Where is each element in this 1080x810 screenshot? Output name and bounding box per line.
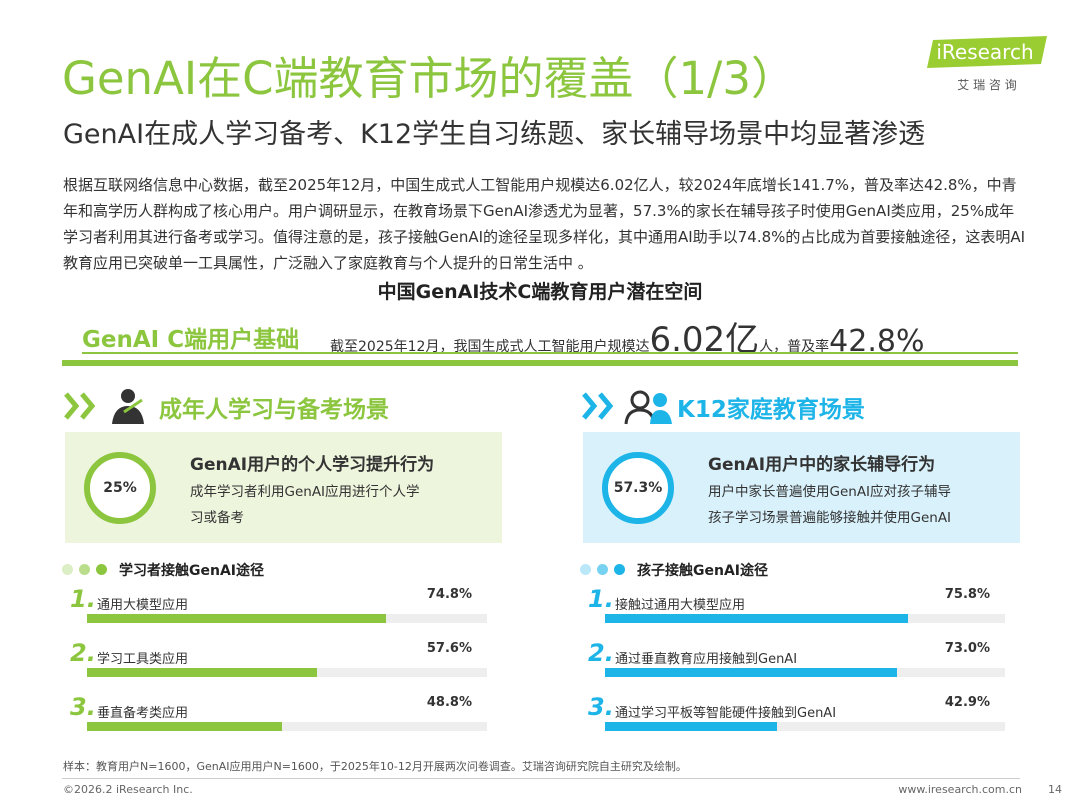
item-value: 57.6% [426, 641, 472, 656]
intro: 根据互联网络信息中心数据，截至2025年12月，中国生成式人工智能用户规模达6.… [63, 176, 1026, 272]
card-text: 用户中家长普遍使用GenAI应对孩子辅导 [708, 484, 952, 500]
logo-text: iResearch [936, 40, 1033, 64]
base-label: GenAI C端用户基础 [82, 327, 300, 353]
rank: 2. [588, 639, 614, 667]
bar [605, 614, 909, 623]
list-title: 学习者接触GenAI途径 [119, 563, 264, 579]
rank: 1. [588, 585, 614, 613]
panel-title: 成年人学习与备考场景 [159, 397, 389, 423]
rank: 3. [70, 693, 96, 721]
rank: 1. [70, 585, 96, 613]
card-text: 习或备考 [190, 510, 244, 526]
ring-label: 57.3% [613, 480, 663, 496]
footer-note: 样本：教育用户N=1600，GenAI应用用户N=1600，于2025年10-1… [63, 760, 687, 773]
copyright: ©2026.2 iResearch Inc. [63, 783, 193, 796]
title: GenAI在C端教育市场的覆盖（1/3） [62, 52, 796, 105]
track [605, 722, 1005, 731]
rank: 3. [588, 693, 614, 721]
rank: 2. [70, 639, 96, 667]
dot [79, 564, 90, 575]
bar [87, 722, 283, 731]
panel-title: K12家庭教育场景 [677, 397, 865, 423]
base-users: 6.02亿 [649, 320, 760, 360]
card-title: GenAI用户的个人学习提升行为 [190, 455, 435, 475]
item-value: 75.8% [944, 587, 990, 602]
item-label: 接触过通用大模型应用 [615, 598, 746, 613]
bar [87, 614, 387, 623]
logo: iResearch 艾 瑞 咨 询 [927, 36, 1047, 92]
url: www.iresearch.com.cn [898, 783, 1022, 796]
item-value: 74.8% [426, 587, 472, 602]
bar [605, 668, 897, 677]
list-title: 孩子接触GenAI途径 [637, 563, 768, 579]
item-label: 垂直备考类应用 [97, 706, 189, 721]
footer-line [62, 778, 1020, 779]
item-value: 73.0% [944, 641, 990, 656]
panel: 成年人学习与备考场景 25% GenAI用户的个人学习提升行为成年学习者利用GenA… [62, 380, 507, 731]
panel: K12家庭教育场景 57.3% GenAI用户中的家长辅导行为用户中家长普遍使用Ge… [580, 380, 1025, 731]
bar [605, 722, 777, 731]
dot [614, 564, 625, 575]
card-title: GenAI用户中的家长辅导行为 [708, 455, 936, 475]
bar [87, 668, 318, 677]
item-label: 通过学习平板等智能硬件接触到GenAI [615, 706, 837, 721]
card-text: 成年学习者利用GenAI应用进行个人学 [190, 484, 420, 500]
item-label: 学习工具类应用 [97, 652, 189, 667]
card: 25% GenAI用户的个人学习提升行为成年学习者利用GenAI应用进行个人学 习或… [65, 432, 502, 543]
ring [84, 452, 156, 524]
item-value: 48.8% [426, 695, 472, 710]
card-text: 孩子学习场景普遍能够接触并使用GenAI [708, 510, 952, 526]
page-number: 14 [1048, 783, 1062, 796]
divider [82, 352, 1018, 354]
logo-cn: 艾 瑞 咨 询 [957, 77, 1016, 92]
ring [602, 452, 674, 524]
dot [580, 564, 591, 575]
divider-band [62, 360, 1018, 366]
dot [96, 564, 107, 575]
card: 57.3% GenAI用户中的家长辅导行为用户中家长普遍使用GenAI应对孩子辅导… [583, 432, 1020, 543]
header-icon [582, 390, 672, 425]
dot [62, 564, 73, 575]
item-label: 通用大模型应用 [97, 598, 189, 613]
header-icon [64, 389, 144, 424]
subtitle: GenAI在成人学习备考、K12学生自习练题、家长辅导场景中均显著渗透 [63, 119, 926, 150]
section-title: 中国GenAI技术C端教育用户潜在空间 [377, 281, 703, 303]
base-middle: 人，普及率 [759, 339, 830, 355]
dot [597, 564, 608, 575]
track [87, 722, 487, 731]
base-prefix: 截至2025年12月，我国生成式人工智能用户规模达 [330, 339, 650, 355]
ring-label: 25% [103, 480, 137, 496]
item-label: 通过垂直教育应用接触到GenAI [615, 652, 798, 667]
item-value: 42.9% [944, 695, 990, 710]
